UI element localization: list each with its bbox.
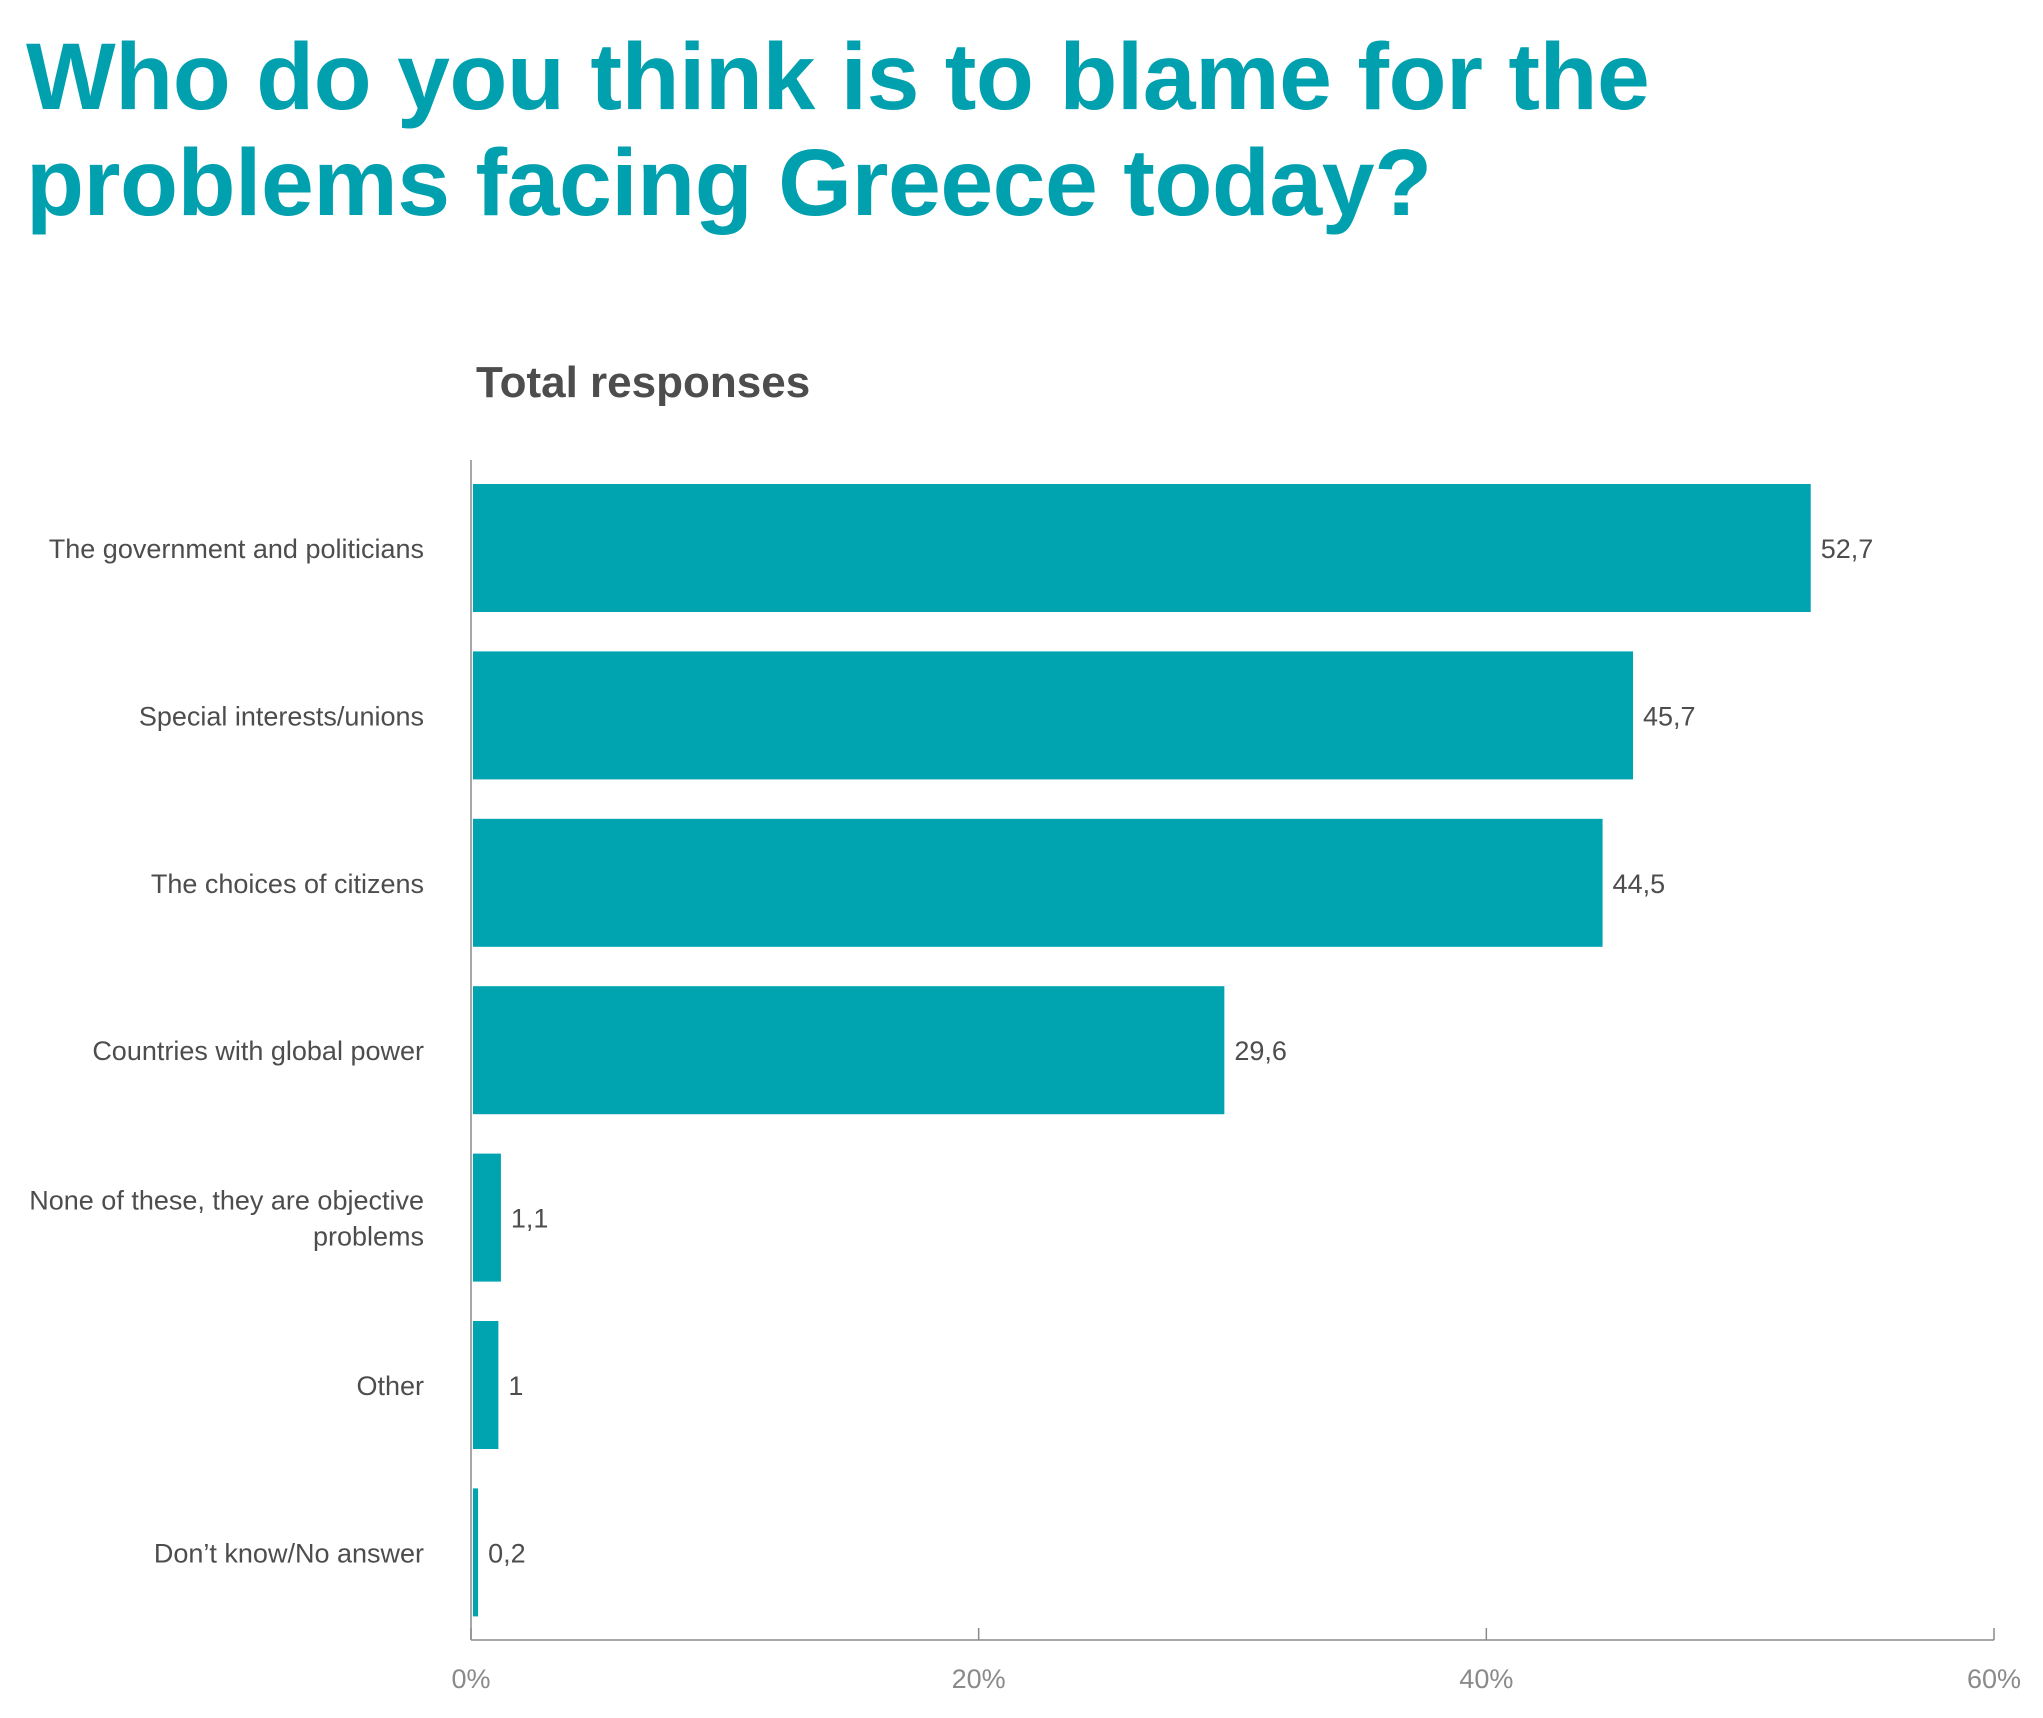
- labels-layer: 52,7 The government and politicians 45,7 Sp…: [29, 534, 1873, 1568]
- category-label-4: None of these, they are objective problem…: [29, 1186, 424, 1252]
- category-label-5: Other: [356, 1371, 424, 1401]
- category-label-2: The choices of citizens: [151, 869, 424, 899]
- category-label-6: Don’t know/No answer: [154, 1538, 424, 1568]
- chart-subtitle: Total responses: [476, 358, 811, 407]
- bar-6: [473, 1488, 479, 1617]
- category-label-1: Special interests/unions: [139, 701, 424, 731]
- bars-layer: [473, 484, 1811, 1617]
- bar-1: [473, 651, 1634, 780]
- value-label-4: 1,1: [511, 1204, 549, 1234]
- bar-2: [473, 818, 1603, 947]
- x-tick-label-2: 40%: [1459, 1664, 1513, 1694]
- bar-0: [473, 484, 1811, 612]
- value-label-5: 1: [508, 1371, 523, 1401]
- axes-layer: 0% 20% 40% 60%: [451, 460, 2021, 1694]
- value-label-2: 44,5: [1613, 869, 1666, 899]
- bar-5: [473, 1321, 499, 1449]
- x-tick-label-3: 60%: [1967, 1664, 2021, 1694]
- x-tick-label-0: 0%: [451, 1664, 490, 1694]
- category-label-0: The government and politicians: [49, 534, 424, 564]
- bar-4: [473, 1153, 501, 1282]
- value-label-3: 29,6: [1234, 1036, 1287, 1066]
- value-label-1: 45,7: [1643, 701, 1696, 731]
- value-label-0: 52,7: [1821, 534, 1874, 564]
- x-tick-label-1: 20%: [952, 1664, 1006, 1694]
- bar-3: [473, 986, 1225, 1115]
- category-label-3: Countries with global power: [92, 1036, 424, 1066]
- chart-title: Who do you think is to blame for the pro…: [26, 24, 1650, 236]
- value-label-6: 0,2: [488, 1538, 526, 1568]
